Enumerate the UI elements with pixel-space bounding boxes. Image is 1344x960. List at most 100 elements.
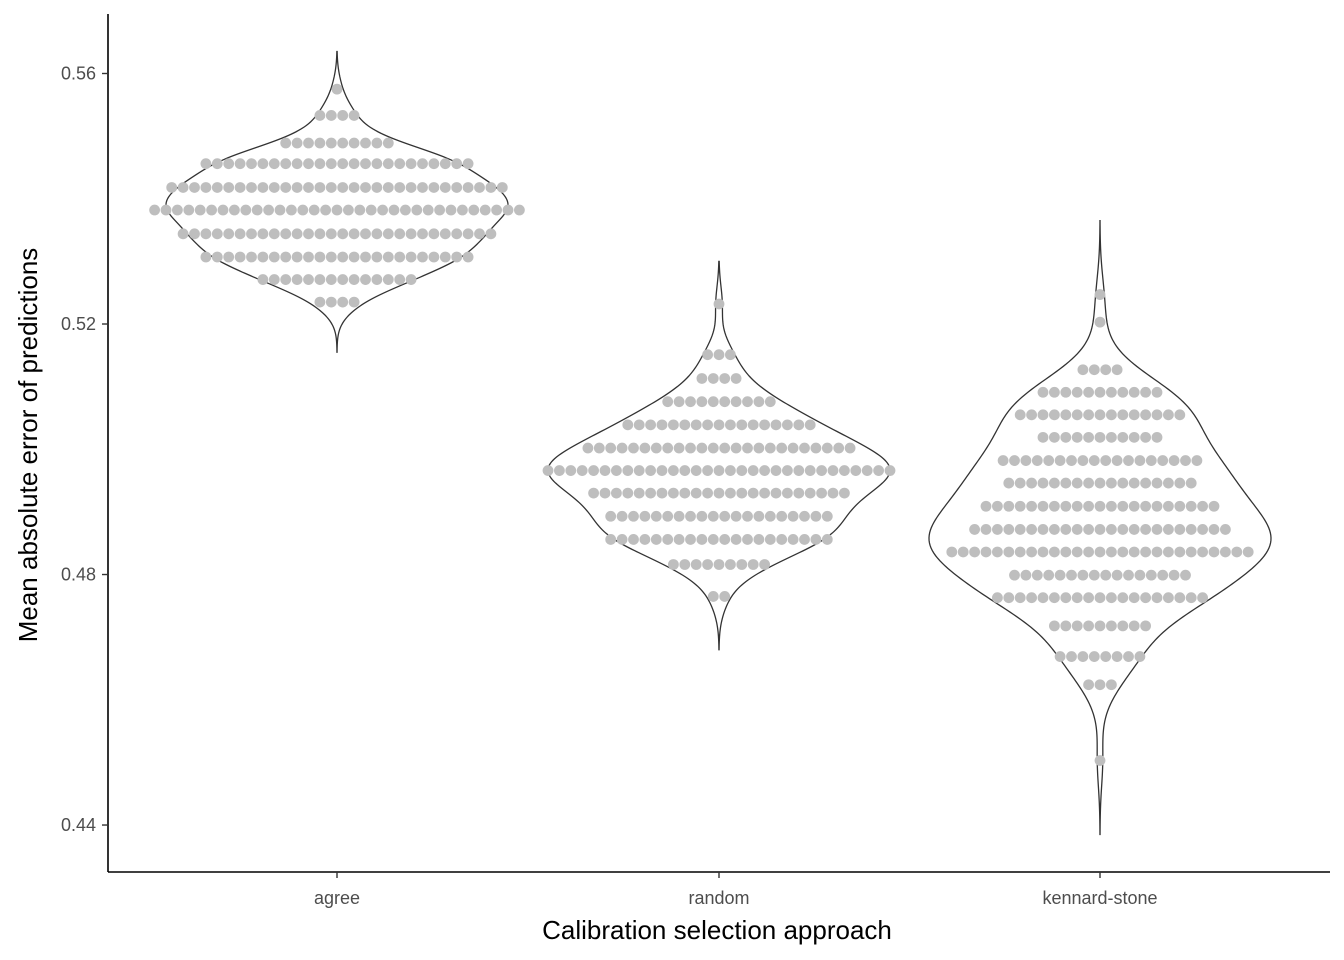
dot-point (1037, 477, 1049, 489)
dot-point (1174, 546, 1186, 558)
dot-point (1043, 455, 1055, 466)
dot-point (365, 204, 377, 216)
dot-point (274, 204, 286, 216)
dot-point (685, 442, 696, 454)
dot-point (405, 158, 417, 170)
dot-point (234, 251, 246, 263)
dot-point (382, 137, 394, 149)
dot-point (770, 487, 782, 499)
dot-point (348, 251, 360, 263)
dot-point (719, 442, 731, 454)
dot-point (690, 419, 702, 431)
dot-point (246, 182, 257, 193)
dot-point (200, 228, 212, 240)
dot-point (1140, 524, 1151, 535)
dot-point (394, 274, 406, 285)
dot-point (1077, 455, 1089, 466)
dot-point (314, 158, 326, 170)
dot-point (1083, 386, 1094, 398)
dot-point (1014, 592, 1026, 604)
dot-point (1163, 524, 1174, 535)
dot-point (588, 487, 599, 499)
y-axis-title: Mean absolute error of predictions (13, 248, 43, 643)
dot-point (662, 442, 674, 454)
dot-point (405, 182, 417, 193)
dot-point (1083, 409, 1094, 421)
dot-point (194, 204, 206, 216)
dot-point (1088, 364, 1100, 376)
dot-point (1014, 409, 1026, 421)
dot-point (736, 559, 748, 570)
dot-point (1094, 477, 1106, 489)
dot-point (713, 298, 725, 310)
dot-point (1003, 500, 1015, 512)
dot-point (1083, 500, 1094, 512)
dot-point (439, 251, 451, 263)
dot-point (234, 158, 246, 170)
dot-point (360, 274, 371, 285)
dot-point (1151, 431, 1163, 443)
dot-point (257, 158, 269, 170)
dot-point (1083, 477, 1094, 489)
dot-point (1083, 679, 1094, 691)
dot-point (303, 182, 314, 193)
dot-point (405, 251, 417, 263)
dot-point (668, 465, 679, 476)
dot-point (1151, 386, 1163, 398)
dot-point (810, 534, 822, 545)
dot-point (348, 274, 360, 285)
y-axis-ticks: 0.44 0.48 0.52 0.56 (61, 63, 108, 835)
dot-point (451, 182, 463, 193)
dot-point (622, 465, 634, 476)
dot-point (611, 487, 622, 499)
dot-point (650, 510, 662, 522)
x-axis-title: Calibration selection approach (542, 915, 892, 945)
dot-point (1094, 289, 1106, 300)
dot-point (793, 487, 805, 499)
dot-point (257, 228, 269, 240)
dot-point (639, 510, 651, 522)
dot-point (223, 182, 235, 193)
dot-point (1066, 569, 1077, 581)
dot-point (992, 500, 1003, 512)
dot-point (217, 204, 229, 216)
dot-point (833, 442, 845, 454)
dot-point (782, 487, 793, 499)
dot-point (394, 228, 406, 240)
dot-point (821, 534, 833, 545)
dot-point (371, 158, 383, 170)
dot-point (428, 182, 440, 193)
dot-point (1157, 569, 1169, 581)
dot-point (1100, 364, 1112, 376)
dot-point (799, 510, 810, 522)
dot-point (183, 204, 195, 216)
dot-point (673, 396, 685, 408)
dot-point (759, 419, 770, 431)
dot-point (382, 228, 394, 240)
dot-point (725, 349, 736, 361)
dot-point (1094, 500, 1106, 512)
dot-point (177, 228, 189, 240)
dot-point (992, 592, 1003, 604)
dot-point (719, 510, 731, 522)
dot-point (1174, 500, 1186, 512)
dot-point (576, 465, 588, 476)
dot-point (251, 204, 263, 216)
dot-point (1049, 431, 1060, 443)
dot-point (793, 465, 805, 476)
dot-point (1128, 500, 1140, 512)
dot-point (1049, 592, 1060, 604)
dot-point (325, 158, 337, 170)
dot-point (673, 534, 685, 545)
dot-point (308, 204, 320, 216)
dot-point (873, 465, 884, 476)
dot-point (246, 158, 257, 170)
dot-point (1100, 651, 1112, 662)
dot-point (742, 510, 753, 522)
dot-point (371, 182, 383, 193)
dot-point (997, 455, 1009, 466)
dot-point (428, 228, 440, 240)
dot-point (1026, 477, 1037, 489)
dot-point (736, 419, 748, 431)
dot-point (1163, 546, 1174, 558)
